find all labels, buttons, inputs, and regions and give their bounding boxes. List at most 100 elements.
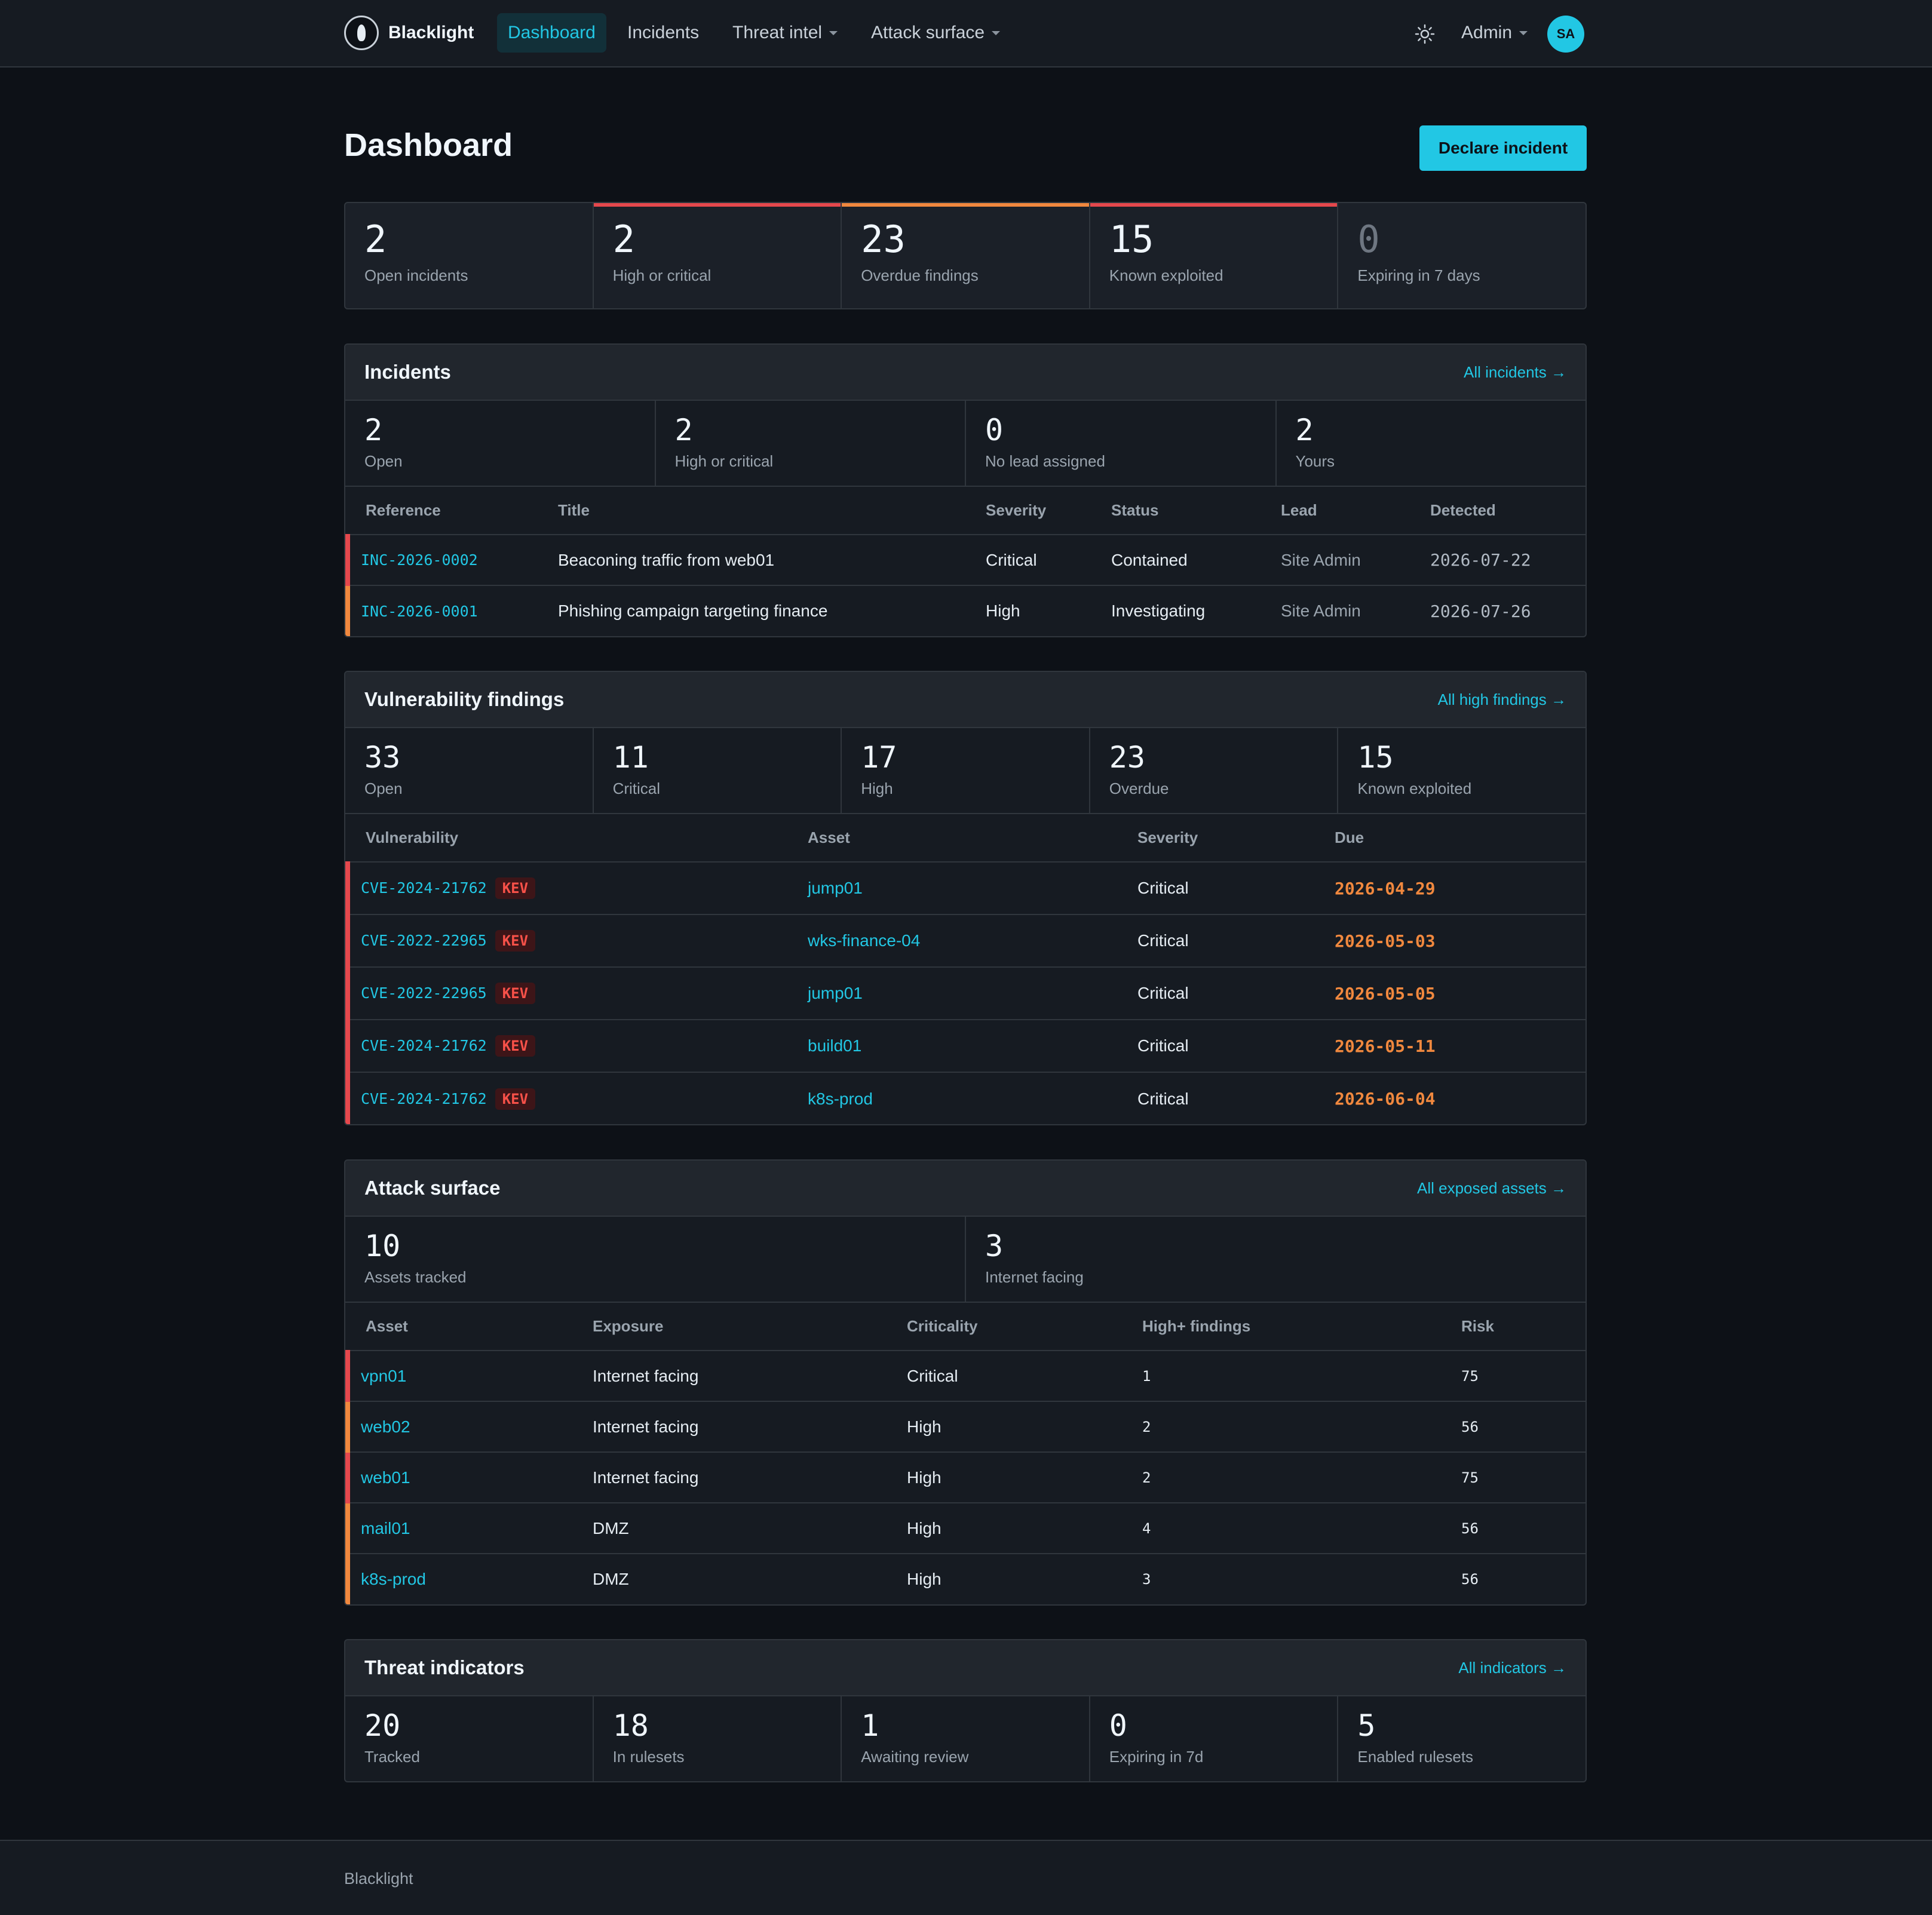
vulnerability-cell: CVE-2022-22965 KEV <box>345 967 790 1020</box>
column-header[interactable]: Asset <box>790 814 1120 863</box>
admin-menu-label: Admin <box>1461 23 1513 42</box>
table-row[interactable]: CVE-2022-22965 KEV jump01 Critical 2026-0… <box>345 967 1586 1020</box>
risk-score: 56 <box>1443 1503 1586 1554</box>
kpi-open-incidents[interactable]: 2 Open incidents <box>345 203 594 308</box>
stat-label: Known exploited <box>1357 779 1472 797</box>
severity: Critical <box>968 535 1093 586</box>
stat-value: 15 <box>1357 740 1394 775</box>
table-row[interactable]: vpn01 Internet facing Critical 1 75 <box>345 1351 1586 1402</box>
vulnerability-panel: Vulnerability findings All high findings… <box>344 671 1587 1125</box>
column-header[interactable]: Asset <box>348 1303 575 1351</box>
all-incidents-link[interactable]: All incidents → <box>1464 363 1566 381</box>
asset-link[interactable]: web02 <box>345 1401 575 1453</box>
nav-dashboard[interactable]: Dashboard <box>497 13 606 53</box>
brand[interactable]: Blacklight <box>344 14 474 51</box>
lightbulb-logo-icon <box>344 16 379 50</box>
criticality: High <box>907 1570 942 1588</box>
column-header[interactable]: Vulnerability <box>348 814 790 863</box>
cve-link[interactable]: CVE-2024-21762 <box>361 879 487 897</box>
exposure: DMZ <box>593 1570 629 1588</box>
table-row[interactable]: INC-2026-0001 Phishing campaign targetin… <box>345 585 1586 636</box>
all-exposed-assets-link[interactable]: All exposed assets → <box>1416 1179 1566 1197</box>
brand-name: Blacklight <box>388 23 474 42</box>
stat-value: 0 <box>1109 1708 1127 1743</box>
table-row[interactable]: INC-2026-0002 Beaconing traffic from web… <box>345 535 1586 586</box>
table-row[interactable]: CVE-2024-21762 KEV build01 Critical 2026-… <box>345 1020 1586 1073</box>
panel-header: Vulnerability findings All high findings… <box>345 672 1586 728</box>
column-header[interactable]: Status <box>1093 487 1263 535</box>
vulnerability-cell: CVE-2022-22965 KEV <box>345 914 790 968</box>
admin-menu[interactable]: Admin <box>1450 13 1538 53</box>
table-row[interactable]: CVE-2022-22965 KEV wks-finance-04 Critica… <box>345 914 1586 968</box>
stat-label: Awaiting review <box>861 1748 969 1766</box>
stat-yours: 2 Yours <box>1277 401 1586 486</box>
status: Investigating <box>1111 601 1206 620</box>
table-row[interactable]: mail01 DMZ High 4 56 <box>345 1503 1586 1554</box>
cve-link[interactable]: CVE-2022-22965 <box>361 932 487 949</box>
column-header[interactable]: Severity <box>968 487 1093 535</box>
incident-reference-link[interactable]: INC-2026-0001 <box>345 585 540 636</box>
stat-label: Yours <box>1295 452 1335 470</box>
cve-link[interactable]: CVE-2024-21762 <box>361 1037 487 1054</box>
nav-incidents[interactable]: Incidents <box>617 13 710 53</box>
stat-label: In rulesets <box>612 1748 685 1766</box>
panel-title: Attack surface <box>364 1177 501 1199</box>
kpi-expiring[interactable]: 0 Expiring in 7 days <box>1338 203 1586 308</box>
asset-link[interactable]: vpn01 <box>345 1351 575 1402</box>
column-header[interactable]: Due <box>1317 814 1586 863</box>
column-header[interactable]: Exposure <box>575 1303 889 1351</box>
column-header[interactable]: Detected <box>1412 487 1586 535</box>
surface-stats: 10 Assets tracked 3 Internet facing <box>345 1217 1586 1303</box>
kpi-value: 15 <box>1109 217 1154 261</box>
cve-link[interactable]: CVE-2022-22965 <box>361 984 487 1002</box>
column-header[interactable]: Risk <box>1443 1303 1586 1351</box>
kpi-value: 2 <box>364 217 387 261</box>
incident-title: Phishing campaign targeting finance <box>558 601 828 620</box>
declare-incident-button[interactable]: Declare incident <box>1419 125 1587 171</box>
column-header[interactable]: Criticality <box>889 1303 1124 1351</box>
kpi-high-or-critical[interactable]: 2 High or critical <box>593 203 842 308</box>
column-header[interactable]: Severity <box>1120 814 1317 863</box>
panel-title: Threat indicators <box>364 1656 525 1678</box>
asset-link[interactable]: k8s-prod <box>345 1554 575 1604</box>
asset-link[interactable]: k8s-prod <box>808 1089 873 1108</box>
asset-link[interactable]: web01 <box>345 1452 575 1503</box>
all-high-findings-link[interactable]: All high findings → <box>1437 690 1566 708</box>
column-header[interactable]: High+ findings <box>1124 1303 1443 1351</box>
kpi-value: 23 <box>861 217 906 261</box>
table-row[interactable]: web01 Internet facing High 2 75 <box>345 1452 1586 1503</box>
asset-link[interactable]: mail01 <box>345 1503 575 1554</box>
risk-score: 56 <box>1443 1401 1586 1453</box>
asset-link[interactable]: jump01 <box>790 862 1120 915</box>
stat-enabled-rulesets: 5 Enabled rulesets <box>1338 1696 1586 1781</box>
asset-link[interactable]: jump01 <box>790 967 1120 1020</box>
stat-value: 20 <box>364 1708 401 1743</box>
table-row[interactable]: web02 Internet facing High 2 56 <box>345 1401 1586 1453</box>
all-indicators-link[interactable]: All indicators → <box>1458 1658 1566 1677</box>
table-row[interactable]: CVE-2024-21762 KEV jump01 Critical 2026-0… <box>345 862 1586 915</box>
due-date: 2026-05-11 <box>1317 1020 1586 1073</box>
avatar[interactable]: SA <box>1547 16 1584 53</box>
table-row[interactable]: k8s-prod DMZ High 3 56 <box>345 1554 1586 1604</box>
stat-internet-facing: 3 Internet facing <box>966 1217 1586 1302</box>
kpi-known-exploited[interactable]: 15 Known exploited <box>1090 203 1339 308</box>
sun-icon[interactable] <box>1415 24 1435 44</box>
top-nav: Blacklight Dashboard Incidents Threat in… <box>0 0 1932 67</box>
detected-date: 2026-07-26 <box>1430 601 1531 621</box>
asset-link[interactable]: wks-finance-04 <box>790 914 1120 968</box>
column-header[interactable]: Lead <box>1263 487 1412 535</box>
stat-value: 3 <box>985 1229 1004 1263</box>
high-findings-count: 4 <box>1124 1503 1443 1554</box>
stat-in-rulesets: 18 In rulesets <box>594 1696 842 1781</box>
incident-reference-link[interactable]: INC-2026-0002 <box>345 535 540 586</box>
criticality: High <box>889 1503 1124 1554</box>
due-date: 2026-05-05 <box>1317 967 1586 1020</box>
column-header[interactable]: Title <box>540 487 968 535</box>
asset-link[interactable]: build01 <box>790 1020 1120 1073</box>
nav-attack-surface[interactable]: Attack surface <box>860 13 1011 53</box>
table-row[interactable]: CVE-2024-21762 KEV k8s-prod Critical 2026… <box>345 1072 1586 1124</box>
nav-threat-intel[interactable]: Threat intel <box>722 13 848 53</box>
kpi-overdue-findings[interactable]: 23 Overdue findings <box>842 203 1090 308</box>
column-header[interactable]: Reference <box>348 487 540 535</box>
cve-link[interactable]: CVE-2024-21762 <box>361 1090 487 1107</box>
